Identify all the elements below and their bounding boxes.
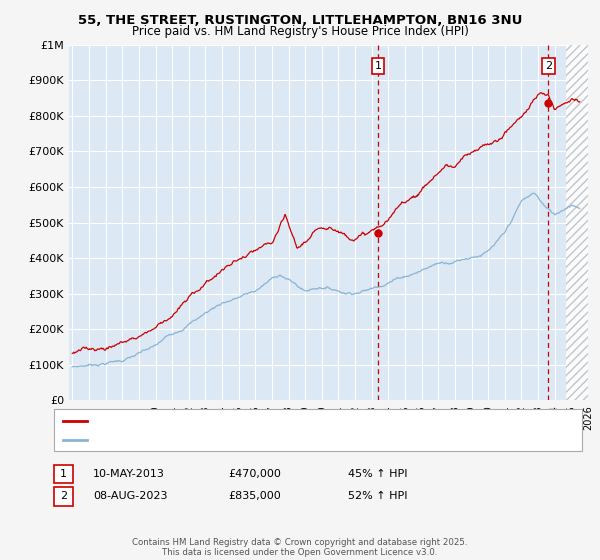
Text: 10-MAY-2013: 10-MAY-2013: [93, 469, 165, 479]
Text: 55, THE STREET, RUSTINGTON, LITTLEHAMPTON, BN16 3NU: 55, THE STREET, RUSTINGTON, LITTLEHAMPTO…: [78, 14, 522, 27]
Text: 1: 1: [374, 61, 382, 71]
Text: 45% ↑ HPI: 45% ↑ HPI: [348, 469, 407, 479]
Text: Contains HM Land Registry data © Crown copyright and database right 2025.
This d: Contains HM Land Registry data © Crown c…: [132, 538, 468, 557]
Text: 1: 1: [60, 469, 67, 479]
Text: HPI: Average price, detached house, Arun: HPI: Average price, detached house, Arun: [93, 435, 311, 445]
Text: 52% ↑ HPI: 52% ↑ HPI: [348, 491, 407, 501]
Text: £470,000: £470,000: [228, 469, 281, 479]
Text: Price paid vs. HM Land Registry's House Price Index (HPI): Price paid vs. HM Land Registry's House …: [131, 25, 469, 38]
Text: 08-AUG-2023: 08-AUG-2023: [93, 491, 167, 501]
Text: £835,000: £835,000: [228, 491, 281, 501]
Bar: [566, 27, 591, 400]
Text: 55, THE STREET, RUSTINGTON, LITTLEHAMPTON, BN16 3NU (detached house): 55, THE STREET, RUSTINGTON, LITTLEHAMPTO…: [93, 416, 498, 426]
Text: 2: 2: [60, 491, 67, 501]
Text: 2: 2: [545, 61, 552, 71]
